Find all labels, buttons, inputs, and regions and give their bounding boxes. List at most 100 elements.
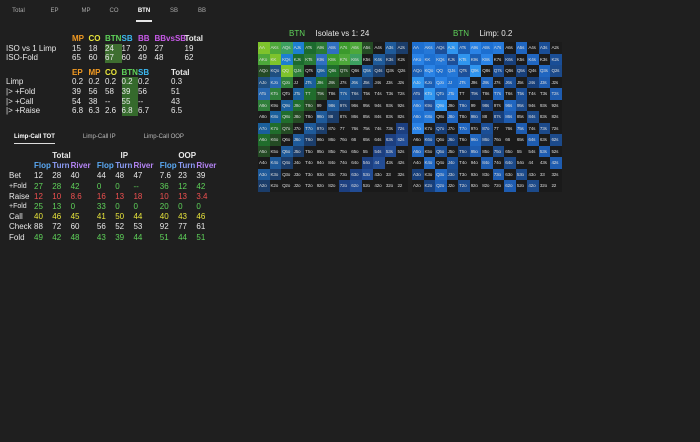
right-grid-cell[interactable]: 53o	[515, 168, 528, 181]
left-grid-cell[interactable]: AJs	[292, 42, 305, 54]
left-grid-cell[interactable]: ATo	[258, 88, 270, 100]
left-grid-cell[interactable]: 93s	[384, 99, 397, 112]
right-grid-cell[interactable]: K8o	[423, 111, 436, 123]
right-grid-cell[interactable]: 92s	[550, 99, 562, 112]
right-grid-cell[interactable]: J3o	[446, 168, 459, 181]
subtab-limp-call-tot[interactable]: Limp-Call TOT	[0, 130, 69, 144]
right-grid-cell[interactable]: 85s	[515, 111, 528, 123]
left-grid-cell[interactable]: K4o	[269, 157, 282, 169]
left-grid-cell[interactable]: 73s	[384, 122, 397, 135]
right-grid-cell[interactable]: 94s	[527, 99, 539, 112]
left-grid-cell[interactable]: 72s	[396, 122, 408, 135]
tab-co[interactable]: CO	[109, 8, 119, 14]
right-grid-cell[interactable]: 95o	[469, 145, 482, 158]
right-grid-cell[interactable]: A3o	[412, 168, 424, 181]
right-grid-cell[interactable]: K3s	[538, 53, 551, 66]
right-grid-cell[interactable]: J9s	[469, 76, 482, 89]
left-grid-cell[interactable]: 82s	[396, 111, 408, 123]
right-grid-cell[interactable]: T5s	[515, 88, 528, 100]
right-grid-cell[interactable]: T7s	[492, 88, 505, 100]
right-grid-cell[interactable]: T6o	[458, 134, 470, 146]
left-grid-cell[interactable]: T7s	[338, 88, 351, 100]
left-grid-cell[interactable]: KJo	[269, 76, 282, 89]
left-grid-cell[interactable]: A8s	[327, 42, 339, 54]
right-grid-cell[interactable]: 94o	[469, 157, 482, 169]
left-grid-cell[interactable]: 87s	[338, 111, 351, 123]
right-grid-cell[interactable]: 75s	[515, 122, 528, 135]
left-grid-cell[interactable]: 92o	[315, 180, 328, 192]
right-grid-cell[interactable]: K8s	[481, 53, 493, 66]
tab-mp[interactable]: MP	[81, 8, 91, 14]
right-grid-cell[interactable]: KJs	[446, 53, 459, 66]
right-grid-cell[interactable]: 97o	[469, 122, 482, 135]
right-grid-cell[interactable]: JTo	[446, 88, 459, 100]
right-grid-cell[interactable]: T9s	[469, 88, 482, 100]
left-grid-cell[interactable]: 74s	[373, 122, 385, 135]
right-grid-cell[interactable]: 72s	[550, 122, 562, 135]
right-grid-cell[interactable]: Q7s	[492, 65, 505, 77]
left-grid-cell[interactable]: 33	[384, 168, 397, 181]
right-grid-cell[interactable]: QJs	[446, 65, 459, 77]
right-grid-cell[interactable]: 86s	[504, 111, 516, 123]
left-grid-cell[interactable]: T2s	[396, 88, 408, 100]
right-grid-cell[interactable]: T8s	[481, 88, 493, 100]
left-grid-cell[interactable]: 84s	[373, 111, 385, 123]
left-grid-cell[interactable]: J8o	[292, 111, 305, 123]
right-grid-cell[interactable]: Q2o	[435, 180, 447, 192]
left-grid-cell[interactable]: AKs	[269, 42, 282, 54]
right-grid-cell[interactable]: 85o	[481, 145, 493, 158]
left-grid-cell[interactable]: J6s	[350, 76, 362, 89]
right-grid-cell[interactable]: 65o	[504, 145, 516, 158]
right-grid-cell[interactable]: T2o	[458, 180, 470, 192]
left-grid-cell[interactable]: Q6o	[281, 134, 293, 146]
right-grid-cell[interactable]: K7s	[492, 53, 505, 66]
right-grid-cell[interactable]: K9o	[423, 99, 436, 112]
left-grid-cell[interactable]: T2o	[304, 180, 316, 192]
left-grid-cell[interactable]: 55	[361, 145, 374, 158]
left-grid-cell[interactable]: 96o	[315, 134, 328, 146]
left-grid-cell[interactable]: 93o	[315, 168, 328, 181]
left-grid-cell[interactable]: QTo	[281, 88, 293, 100]
right-grid-cell[interactable]: A4s	[527, 42, 539, 54]
right-grid-cell[interactable]: K3o	[423, 168, 436, 181]
right-grid-cell[interactable]: Q7o	[435, 122, 447, 135]
left-grid-cell[interactable]: 74o	[338, 157, 351, 169]
left-grid-cell[interactable]: A4s	[373, 42, 385, 54]
left-grid-cell[interactable]: 32s	[396, 168, 408, 181]
left-grid-cell[interactable]: 65o	[350, 145, 362, 158]
right-grid-cell[interactable]: KK	[423, 53, 436, 66]
right-grid-cell[interactable]: KQs	[435, 53, 447, 66]
left-grid-cell[interactable]: Q8s	[327, 65, 339, 77]
right-grid-cell[interactable]: 93s	[538, 99, 551, 112]
left-grid-cell[interactable]: 42o	[373, 180, 385, 192]
right-grid-cell[interactable]: T7o	[458, 122, 470, 135]
right-grid-cell[interactable]: 77	[492, 122, 505, 135]
left-grid-cell[interactable]: AA	[258, 42, 270, 54]
left-grid-cell[interactable]: 88	[327, 111, 339, 123]
left-grid-cell[interactable]: TT	[304, 88, 316, 100]
right-grid-cell[interactable]: A2o	[412, 180, 424, 192]
left-grid-cell[interactable]: K6o	[269, 134, 282, 146]
right-grid-cell[interactable]: 62o	[504, 180, 516, 192]
right-grid-cell[interactable]: 55	[515, 145, 528, 158]
left-grid-cell[interactable]: 52o	[361, 180, 374, 192]
left-grid-cell[interactable]: Q9o	[281, 99, 293, 112]
left-grid-cell[interactable]: AKo	[258, 53, 270, 66]
left-grid-cell[interactable]: 73o	[338, 168, 351, 181]
tab-bb[interactable]: BB	[197, 8, 206, 14]
left-grid-cell[interactable]: 43o	[373, 168, 385, 181]
left-grid-cell[interactable]: Q7s	[338, 65, 351, 77]
right-grid-cell[interactable]: J3s	[538, 76, 551, 89]
left-grid-cell[interactable]: AJo	[258, 76, 270, 89]
right-grid-cell[interactable]: Q9o	[435, 99, 447, 112]
right-grid-cell[interactable]: KJo	[423, 76, 436, 89]
right-grid-cell[interactable]: QTo	[435, 88, 447, 100]
right-grid-cell[interactable]: K5s	[515, 53, 528, 66]
left-grid-cell[interactable]: 43s	[384, 157, 397, 169]
right-grid-cell[interactable]: 32s	[550, 168, 562, 181]
right-grid-cell[interactable]: 86o	[481, 134, 493, 146]
right-grid-cell[interactable]: A9o	[412, 99, 424, 112]
left-grid-cell[interactable]: T9o	[304, 99, 316, 112]
left-grid-cell[interactable]: K9o	[269, 99, 282, 112]
left-grid-cell[interactable]: 44	[373, 157, 385, 169]
